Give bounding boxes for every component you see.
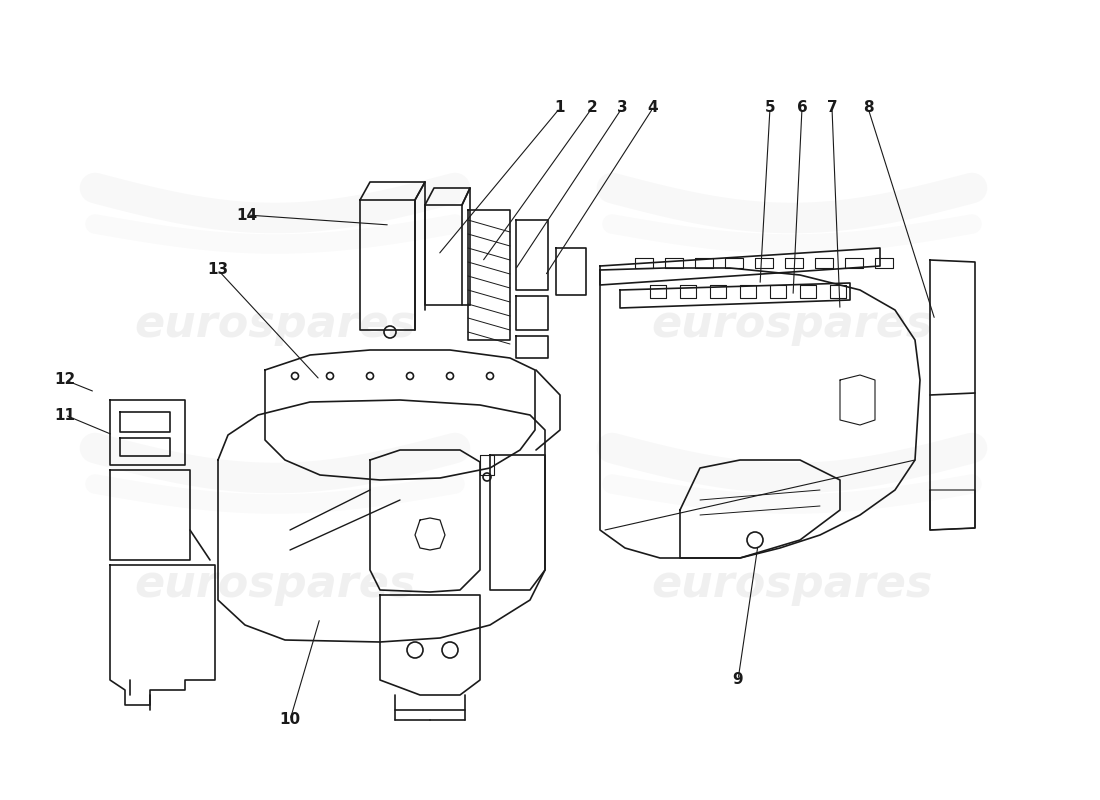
- Text: 3: 3: [617, 101, 627, 115]
- Text: eurospares: eurospares: [134, 302, 416, 346]
- Text: eurospares: eurospares: [651, 302, 933, 346]
- Text: 1: 1: [554, 101, 565, 115]
- Text: eurospares: eurospares: [651, 562, 933, 606]
- Text: eurospares: eurospares: [134, 562, 416, 606]
- Text: 4: 4: [648, 101, 658, 115]
- Text: 14: 14: [236, 207, 257, 222]
- Text: 5: 5: [764, 101, 776, 115]
- Text: 2: 2: [586, 101, 597, 115]
- Text: 11: 11: [55, 407, 76, 422]
- Text: 12: 12: [54, 373, 76, 387]
- Text: 10: 10: [279, 713, 300, 727]
- Text: 13: 13: [208, 262, 229, 278]
- Text: 9: 9: [733, 673, 744, 687]
- Text: 8: 8: [862, 101, 873, 115]
- Text: 7: 7: [827, 101, 837, 115]
- Text: 6: 6: [796, 101, 807, 115]
